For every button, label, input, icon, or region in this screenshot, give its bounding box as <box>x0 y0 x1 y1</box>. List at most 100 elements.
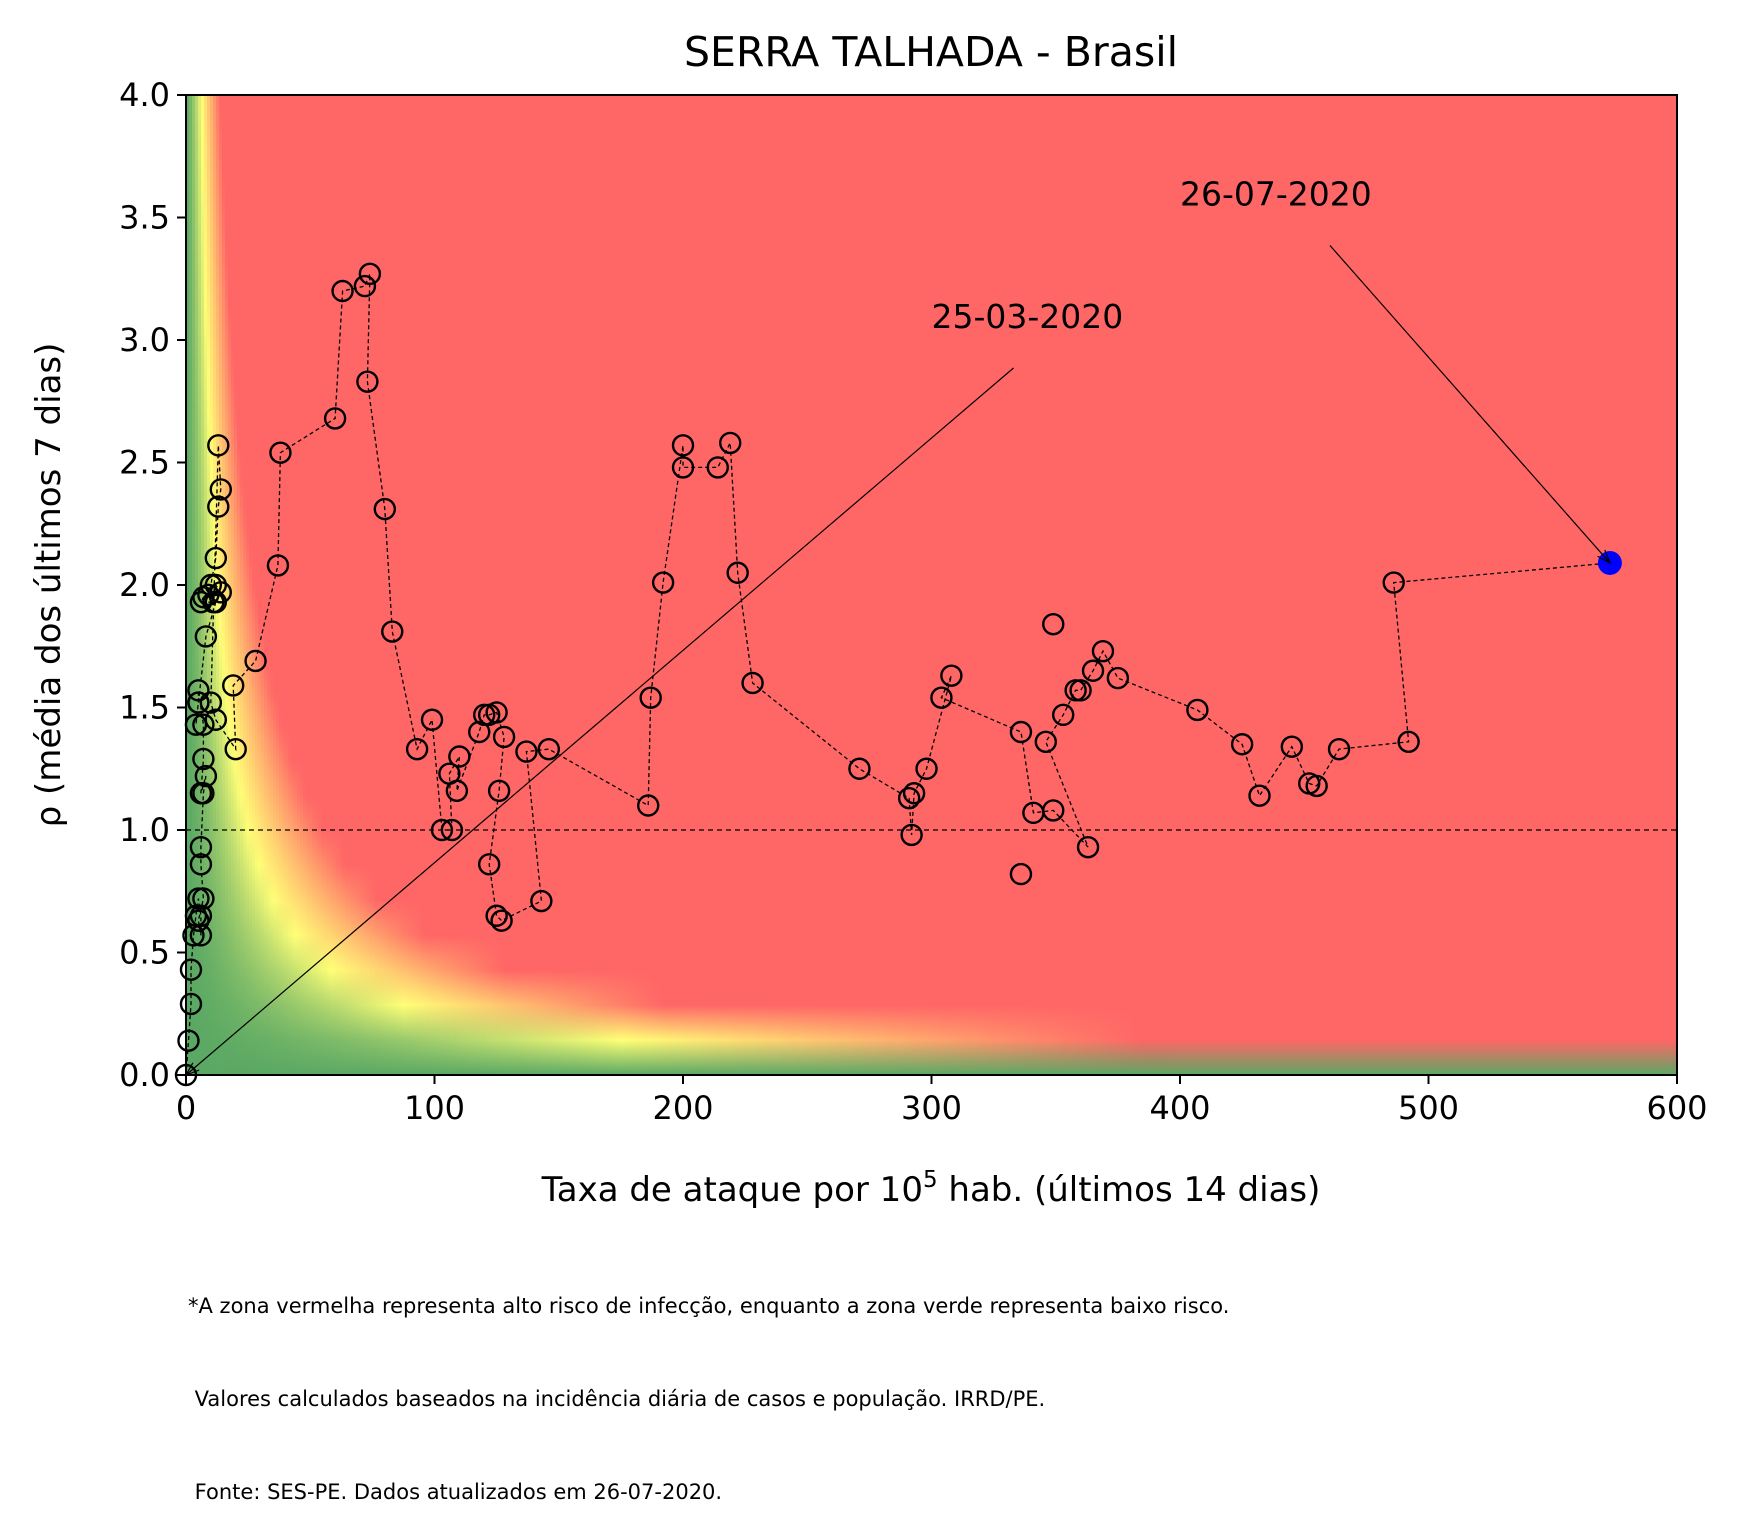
risk-zone-strip <box>1503 95 1507 1075</box>
risk-zone-strip <box>1419 95 1423 1075</box>
risk-zone-strip <box>1062 95 1066 1075</box>
risk-zone-strip <box>597 95 601 1075</box>
data-point <box>637 794 660 817</box>
risk-zone-strip <box>1293 95 1297 1075</box>
risk-zone-strip <box>1086 95 1090 1075</box>
risk-zone-strip <box>243 95 247 1075</box>
risk-zone-strip <box>1347 95 1351 1075</box>
risk-zone-strip <box>1455 95 1459 1075</box>
data-point <box>209 478 232 501</box>
data-point <box>187 691 210 714</box>
risk-zone-strip <box>1473 95 1477 1075</box>
risk-zone-strip <box>1377 95 1381 1075</box>
risk-zone-strip <box>1065 95 1069 1075</box>
risk-zone-strip <box>399 95 403 1075</box>
risk-zone-strip <box>1467 95 1471 1075</box>
data-point <box>1186 698 1209 722</box>
data-point <box>1305 774 1328 798</box>
footnote: *A zona vermelha representa alto risco d… <box>188 1229 1229 1539</box>
risk-zone-strip <box>1608 95 1612 1075</box>
risk-zone-strip <box>591 95 595 1075</box>
risk-zone-strip <box>696 95 700 1075</box>
data-point <box>477 853 501 876</box>
risk-zone-strip <box>201 95 205 1075</box>
risk-zone-strip <box>564 95 568 1075</box>
risk-zone-strip <box>960 95 964 1075</box>
risk-zone-strip <box>1563 95 1567 1075</box>
risk-zone-strip <box>258 95 262 1075</box>
risk-zone-strip <box>789 95 793 1075</box>
x-tick-label: 500 <box>1398 1089 1459 1127</box>
risk-zone-strip <box>897 95 901 1075</box>
risk-zone-strip <box>366 95 370 1075</box>
risk-zone-strip <box>1146 95 1150 1075</box>
risk-zone-strip <box>519 95 523 1075</box>
footnote-line: *A zona vermelha representa alto risco d… <box>188 1294 1230 1318</box>
data-point <box>187 679 210 702</box>
risk-zone-strip <box>240 95 244 1075</box>
risk-zone-strip <box>1041 95 1045 1075</box>
data-point <box>204 546 228 570</box>
risk-zone-strip <box>1266 95 1270 1075</box>
risk-zone-strip <box>1554 95 1558 1075</box>
risk-zone-strip <box>693 95 697 1075</box>
risk-zone-strip <box>1080 95 1084 1075</box>
risk-zone-strip <box>417 95 421 1075</box>
risk-zone-strip <box>1116 95 1120 1075</box>
data-point <box>187 909 210 932</box>
risk-zone-strip <box>423 95 427 1075</box>
risk-zone-strip <box>1629 95 1633 1075</box>
risk-zone-strip <box>1578 95 1582 1075</box>
risk-zone-strip <box>882 95 886 1075</box>
risk-zone-strip <box>1620 95 1624 1075</box>
data-point <box>197 583 220 606</box>
risk-zone-strip <box>978 95 982 1075</box>
risk-zone-strip <box>1581 95 1585 1075</box>
risk-zone-strip <box>879 95 883 1075</box>
risk-zone-strip <box>1071 95 1075 1075</box>
risk-zone-strip <box>498 95 502 1075</box>
risk-zone-strip <box>1290 95 1294 1075</box>
risk-zone-strip <box>906 95 910 1075</box>
risk-zone-strip <box>648 95 652 1075</box>
risk-zone-strip <box>1314 95 1318 1075</box>
risk-zone-strip <box>216 95 220 1075</box>
risk-zone-strip <box>669 95 673 1075</box>
data-point <box>902 782 926 805</box>
risk-zone-strip <box>300 95 304 1075</box>
risk-zone-strip <box>663 95 667 1075</box>
risk-zone-strip <box>1173 95 1177 1075</box>
risk-zone-strip <box>1479 95 1483 1075</box>
risk-zone-strip <box>891 95 895 1075</box>
data-point <box>430 818 454 842</box>
risk-zone-strip <box>324 95 328 1075</box>
risk-zone-strip <box>1338 95 1342 1075</box>
risk-zone-strip <box>1113 95 1117 1075</box>
risk-zone-strip <box>252 95 256 1075</box>
risk-zone-strip <box>1359 95 1363 1075</box>
risk-zone-strip <box>339 95 343 1075</box>
data-point <box>726 561 749 584</box>
data-point <box>741 671 764 695</box>
risk-zone-strip <box>516 95 520 1075</box>
risk-zone-strip <box>1602 95 1606 1075</box>
risk-zone-strip <box>1167 95 1171 1075</box>
risk-zone-strip <box>1125 95 1129 1075</box>
risk-zone-strip <box>1212 95 1216 1075</box>
risk-zone-strip <box>1155 95 1159 1075</box>
risk-zone-strip <box>309 95 313 1075</box>
risk-zone-strip <box>1110 95 1114 1075</box>
risk-zone-strip <box>1335 95 1339 1075</box>
data-point <box>485 701 508 724</box>
risk-zone-strip <box>1482 95 1486 1075</box>
footnote-line: Fonte: SES-PE. Dados atualizados em 26-0… <box>188 1480 723 1504</box>
risk-zone-strip <box>558 95 562 1075</box>
data-point <box>1081 659 1105 682</box>
risk-zone-strip <box>876 95 880 1075</box>
risk-zone-strip <box>1053 95 1057 1075</box>
data-point <box>194 764 218 788</box>
risk-zone-strip <box>1410 95 1414 1075</box>
risk-zone-strip <box>567 95 571 1075</box>
risk-zone-strip <box>456 95 460 1075</box>
risk-zone-strip <box>1206 95 1210 1075</box>
